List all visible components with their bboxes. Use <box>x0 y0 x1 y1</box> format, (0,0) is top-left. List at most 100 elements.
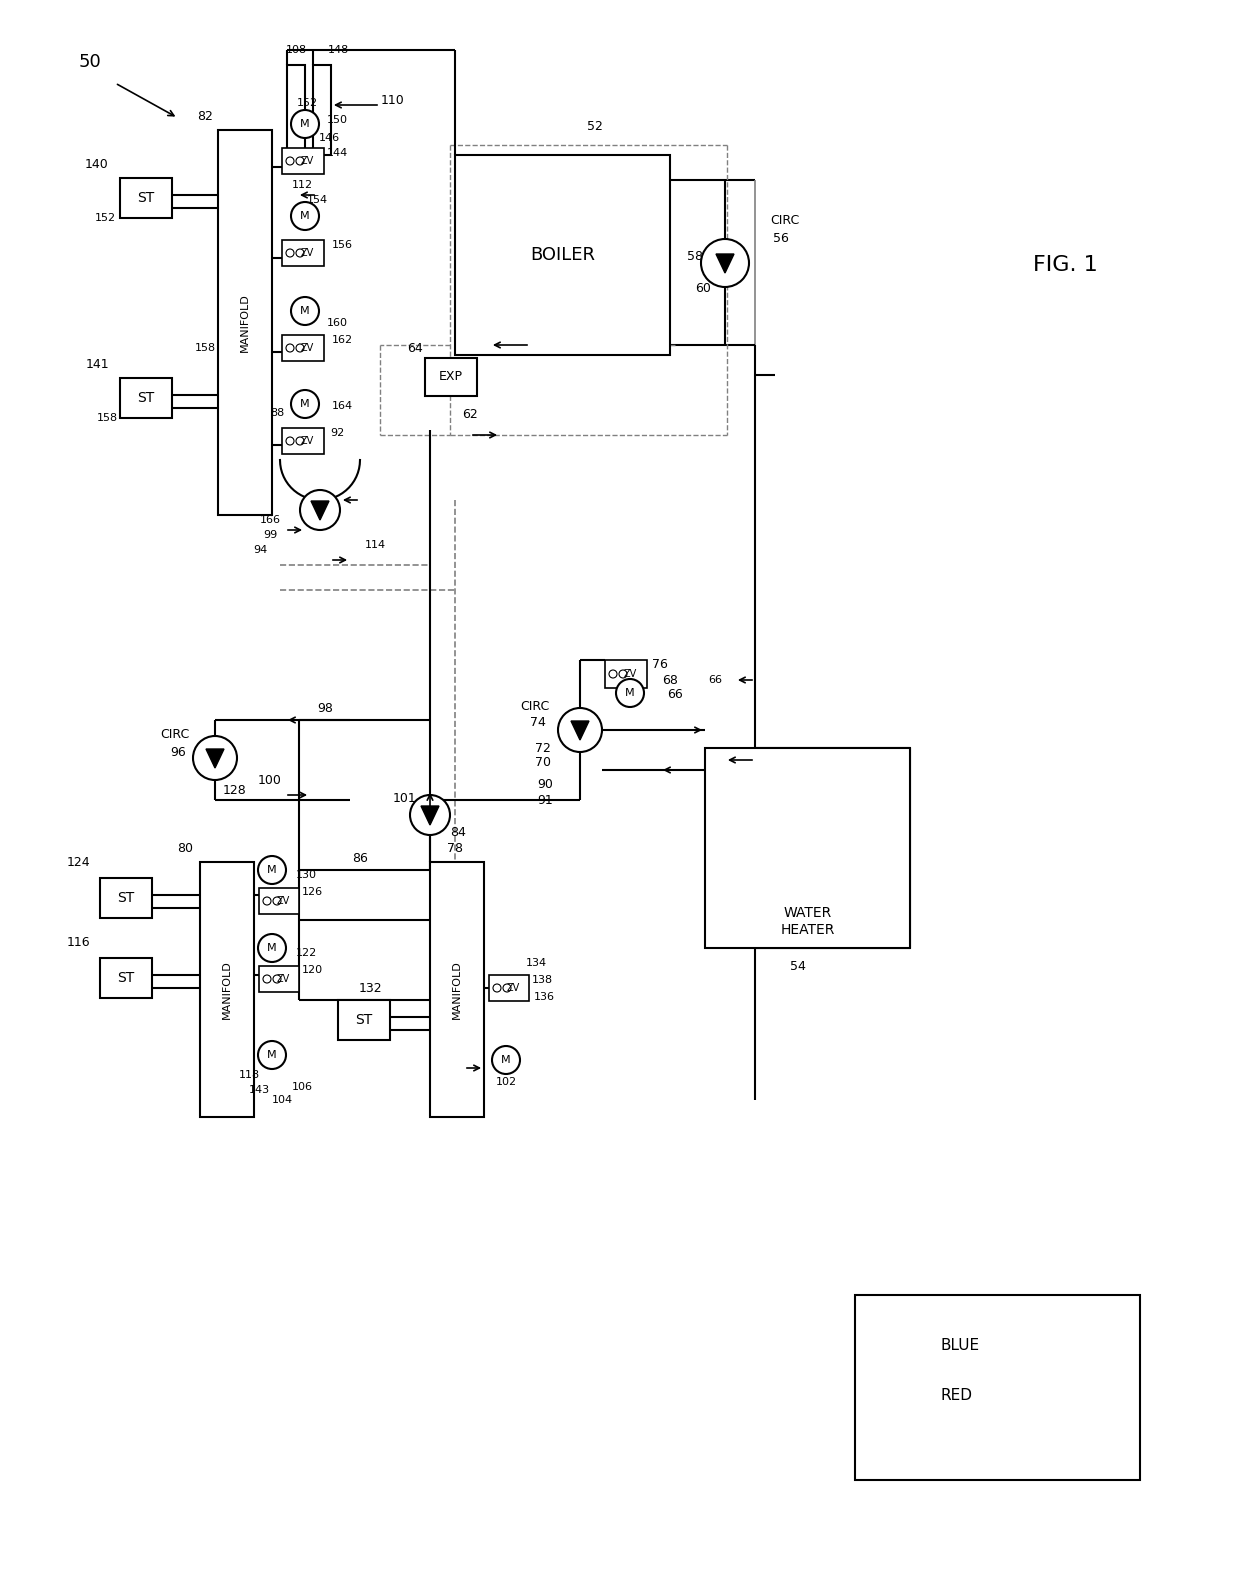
Text: 91: 91 <box>537 794 553 806</box>
Text: 164: 164 <box>331 401 352 410</box>
Bar <box>489 975 529 1001</box>
Circle shape <box>616 679 644 707</box>
Text: M: M <box>501 1055 511 1064</box>
Text: MANIFOLD: MANIFOLD <box>222 960 232 1019</box>
Text: 118: 118 <box>238 1071 259 1080</box>
Text: MANIFOLD: MANIFOLD <box>241 292 250 352</box>
Text: ZV: ZV <box>300 248 314 258</box>
Circle shape <box>296 437 304 445</box>
Text: 64: 64 <box>407 341 423 355</box>
Text: 166: 166 <box>259 516 280 525</box>
Text: 110: 110 <box>381 93 405 107</box>
Polygon shape <box>311 501 329 520</box>
Bar <box>218 130 272 516</box>
Text: ST: ST <box>118 891 135 905</box>
Bar <box>605 660 647 689</box>
Circle shape <box>296 248 304 256</box>
Polygon shape <box>715 255 734 274</box>
Text: 158: 158 <box>97 413 118 423</box>
Text: 124: 124 <box>66 855 89 868</box>
Text: M: M <box>300 119 310 129</box>
Text: M: M <box>267 865 277 876</box>
Text: 56: 56 <box>773 231 789 245</box>
Bar <box>259 967 299 992</box>
Text: ST: ST <box>118 971 135 986</box>
Bar <box>120 178 172 219</box>
Text: ZV: ZV <box>624 670 636 679</box>
Text: CIRC: CIRC <box>521 700 549 712</box>
Bar <box>312 64 331 156</box>
Text: 92: 92 <box>330 428 345 439</box>
Text: 50: 50 <box>78 53 102 71</box>
Text: 148: 148 <box>327 46 348 55</box>
Bar <box>281 335 324 362</box>
Circle shape <box>619 670 627 678</box>
Text: M: M <box>300 211 310 222</box>
Text: 52: 52 <box>587 121 603 134</box>
Text: HEATER: HEATER <box>780 923 835 937</box>
Text: ST: ST <box>138 391 155 406</box>
Text: BOILER: BOILER <box>529 245 595 264</box>
Text: 99: 99 <box>263 530 277 541</box>
Circle shape <box>273 898 281 905</box>
Text: 86: 86 <box>352 852 368 865</box>
Text: 62: 62 <box>463 409 477 421</box>
Circle shape <box>296 344 304 352</box>
Text: 126: 126 <box>301 887 322 898</box>
Text: 74: 74 <box>529 715 546 728</box>
Bar <box>100 957 153 998</box>
Text: ZV: ZV <box>277 975 290 984</box>
Text: 84: 84 <box>450 825 466 838</box>
Text: M: M <box>267 943 277 953</box>
Bar <box>120 377 172 418</box>
Text: WATER: WATER <box>784 905 832 920</box>
Text: 66: 66 <box>667 689 683 701</box>
Text: 158: 158 <box>195 343 216 354</box>
Bar <box>200 861 254 1118</box>
Circle shape <box>258 934 286 962</box>
Text: 120: 120 <box>301 965 322 975</box>
Text: CIRC: CIRC <box>770 214 800 226</box>
Bar <box>259 888 299 913</box>
Circle shape <box>258 1041 286 1069</box>
Text: 90: 90 <box>537 778 553 791</box>
Text: 143: 143 <box>248 1085 269 1096</box>
Polygon shape <box>206 748 224 769</box>
Circle shape <box>286 248 294 256</box>
Bar <box>281 428 324 454</box>
Text: 68: 68 <box>662 673 678 687</box>
Text: 122: 122 <box>295 948 316 957</box>
Circle shape <box>286 157 294 165</box>
Text: 141: 141 <box>86 358 109 371</box>
Text: BLUE: BLUE <box>940 1338 980 1352</box>
Text: 80: 80 <box>177 841 193 855</box>
Bar <box>339 1000 391 1041</box>
Circle shape <box>494 984 501 992</box>
Text: 116: 116 <box>66 935 89 948</box>
Bar <box>430 861 484 1118</box>
Circle shape <box>609 670 618 678</box>
Circle shape <box>263 898 272 905</box>
Circle shape <box>291 110 319 138</box>
Circle shape <box>492 1045 520 1074</box>
Bar <box>425 358 477 396</box>
Text: 70: 70 <box>534 756 551 769</box>
Text: 96: 96 <box>170 745 186 759</box>
Text: ZV: ZV <box>300 435 314 446</box>
Circle shape <box>263 975 272 982</box>
Text: RED: RED <box>940 1388 972 1402</box>
Text: ST: ST <box>356 1012 373 1027</box>
Circle shape <box>291 201 319 230</box>
Text: MANIFOLD: MANIFOLD <box>453 960 463 1019</box>
Text: 94: 94 <box>253 545 267 555</box>
Text: 144: 144 <box>326 148 347 159</box>
Bar <box>455 156 670 355</box>
Bar <box>281 148 324 174</box>
Polygon shape <box>570 722 589 740</box>
Text: 108: 108 <box>285 46 306 55</box>
Text: 136: 136 <box>533 992 554 1001</box>
Text: 112: 112 <box>291 181 312 190</box>
Bar <box>281 241 324 266</box>
Text: 154: 154 <box>306 195 327 204</box>
Bar <box>706 748 910 948</box>
